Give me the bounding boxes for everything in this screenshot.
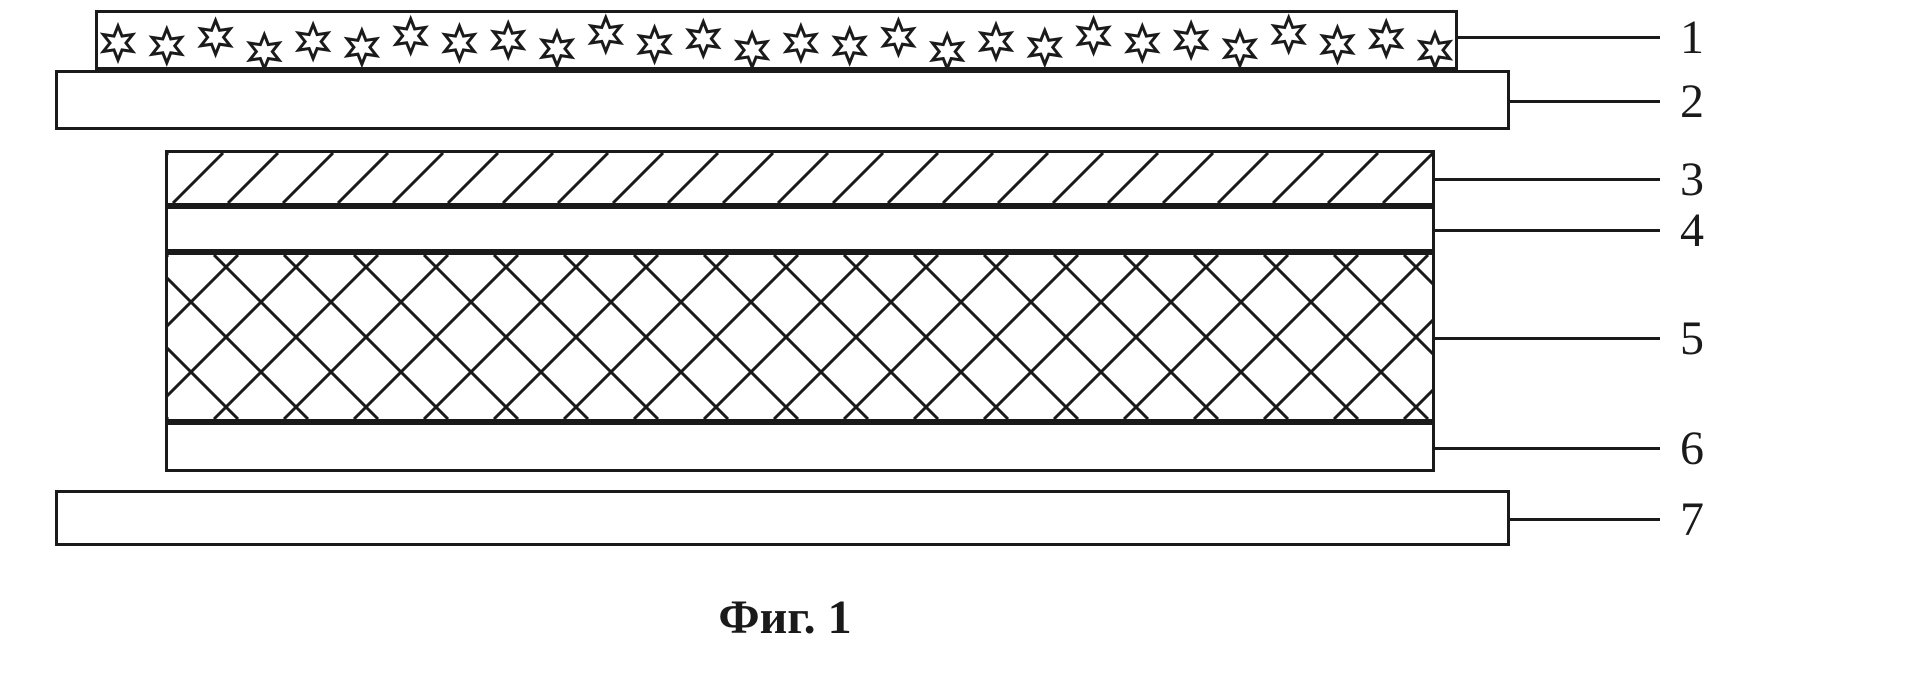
leader-1 xyxy=(1458,36,1660,39)
layer-4 xyxy=(165,206,1435,252)
label-2: 2 xyxy=(1680,74,1704,129)
layer-1 xyxy=(95,10,1458,70)
leader-6 xyxy=(1435,447,1660,450)
layer-2 xyxy=(55,70,1510,130)
leader-7 xyxy=(1510,518,1660,521)
label-1: 1 xyxy=(1680,10,1704,65)
leader-5 xyxy=(1435,337,1660,340)
layer-7 xyxy=(55,490,1510,546)
label-7: 7 xyxy=(1680,492,1704,547)
leader-2 xyxy=(1510,100,1660,103)
layer-6 xyxy=(165,422,1435,472)
label-6: 6 xyxy=(1680,421,1704,476)
figure-caption: Фиг. 1 xyxy=(0,590,1570,645)
label-5: 5 xyxy=(1680,311,1704,366)
figure-canvas: 1 2 34 5 6 7 Фиг. 1 xyxy=(0,0,1917,677)
layer-3 xyxy=(165,150,1435,206)
leader-3 xyxy=(1435,178,1660,181)
label-3: 3 xyxy=(1680,152,1704,207)
leader-4 xyxy=(1435,229,1660,232)
label-4: 4 xyxy=(1680,203,1704,258)
layer-5 xyxy=(165,252,1435,422)
